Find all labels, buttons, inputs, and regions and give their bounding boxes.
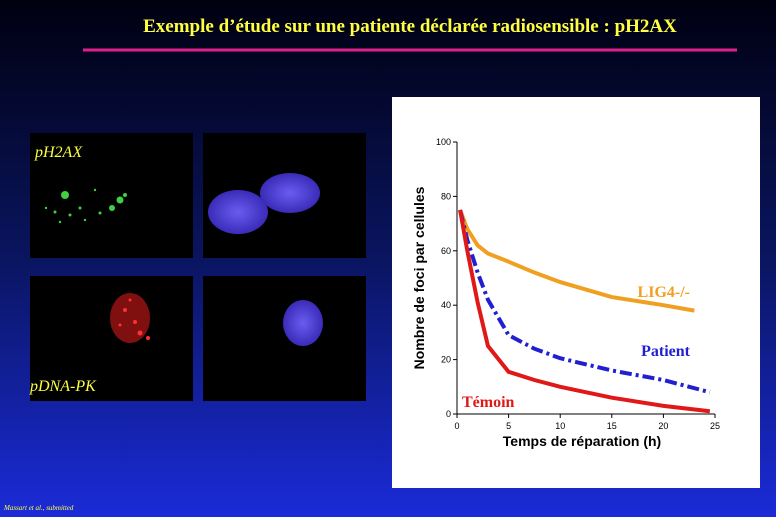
x-tick-label: 25	[710, 421, 720, 431]
x-tick-label: 10	[555, 421, 565, 431]
x-tick-label: 5	[506, 421, 511, 431]
y-tick-label: 40	[441, 300, 451, 310]
nucleus	[283, 300, 323, 346]
green-foci	[44, 188, 127, 224]
image-label: pDNA-PK	[29, 378, 97, 395]
x-tick-label: 15	[607, 421, 617, 431]
series-label: Patient	[641, 343, 691, 360]
y-tick-label: 100	[436, 137, 451, 147]
series-line	[458, 209, 711, 414]
nucleus	[208, 190, 268, 234]
slide-title: Exemple d’étude sur une patiente déclaré…	[143, 16, 677, 37]
micrographs: pH2AX pDNA-PK	[29, 133, 366, 401]
image-panel	[203, 276, 366, 401]
series-label: Témoin	[462, 394, 515, 411]
image-panel	[30, 133, 193, 258]
red-foci	[118, 298, 150, 340]
y-tick-label: 0	[446, 409, 451, 419]
y-tick-label: 60	[441, 246, 451, 256]
y-tick-label: 20	[441, 355, 451, 365]
y-tick-label: 80	[441, 191, 451, 201]
image-panel	[30, 276, 193, 401]
y-axis-label: Nombre de foci par cellules	[411, 186, 427, 369]
x-tick-label: 0	[454, 421, 459, 431]
nucleus	[260, 173, 320, 213]
x-tick-label: 20	[658, 421, 668, 431]
image-label: pH2AX	[34, 144, 83, 161]
chart-panel	[392, 97, 760, 488]
series-line	[458, 209, 711, 395]
citation: Massart et al., submitted	[3, 504, 74, 512]
series-label: LIG4-/-	[638, 284, 690, 301]
x-axis-label: Temps de réparation (h)	[503, 433, 661, 449]
series-line	[458, 209, 695, 313]
